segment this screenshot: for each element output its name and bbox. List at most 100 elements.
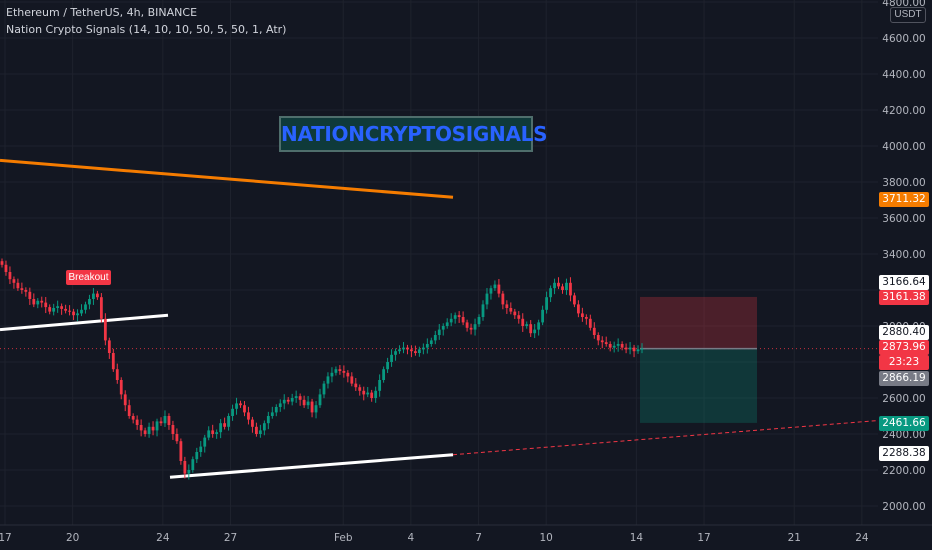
price-tick-label: 4800.00 [882,0,925,9]
currency-tag[interactable]: USDT [890,7,926,23]
time-tick-label: Feb [334,532,353,544]
candle-body [294,396,298,398]
candle-body [580,313,584,317]
watermark-box: NATIONCRYPTOSIGNALS [279,116,547,152]
price-tag[interactable]: 2288.38 [879,446,929,461]
candle-body [258,430,262,434]
candle-body [0,261,4,265]
candlesticks [0,258,644,480]
symbol-legend[interactable]: Ethereum / TetherUS, 4h, BINANCE [6,6,198,19]
price-tick-label: 3600.00 [882,213,925,225]
price-tag[interactable]: 3166.64 [879,275,929,290]
candle-body [608,344,612,348]
grid [0,0,878,525]
candle-body [386,362,389,370]
candle-body [588,318,592,328]
candle-body [425,344,429,348]
candle-body [40,300,44,303]
candle-body [147,426,151,434]
trade-zones [640,296,757,423]
breakout-label: Breakout [66,270,111,285]
candle-body [167,416,171,425]
candle-body [632,347,636,352]
candle-body [231,408,234,416]
candle-body [36,300,40,305]
candle-body [437,329,441,335]
candle-body [211,430,215,434]
candle-body [151,426,155,431]
candle-body [378,380,382,391]
candle-body [64,308,68,311]
time-tick-label: 21 [788,532,801,544]
candle-body [187,470,191,474]
candle-body [596,335,600,341]
candle-body [298,396,302,400]
time-tick-label: 24 [156,532,170,544]
candle-body [207,430,211,438]
candle-body [366,392,370,395]
price-tick-label: 4200.00 [882,105,925,117]
candle-body [410,349,413,352]
trend-lines[interactable] [0,158,879,479]
price-tag[interactable]: 2866.19 [879,371,929,386]
candle-body [251,419,254,427]
candle-body [215,432,219,434]
time-tick-label: 17 [697,532,710,544]
candle-body [302,399,306,406]
candle-body [398,349,401,352]
price-tag[interactable]: 3711.32 [879,192,929,207]
candle-body [171,425,175,434]
candle-body [565,282,568,290]
candle-body [612,345,616,348]
candle-body [402,347,405,350]
candle-body [485,293,489,305]
candle-body [199,446,203,452]
candle-body [477,317,481,325]
price-tick-label: 4400.00 [882,69,925,81]
price-tick-label: 4000.00 [882,141,925,153]
candle-body [60,306,64,309]
price-tag[interactable]: 2880.40 [879,325,929,340]
candle-body [604,342,608,344]
candle-body [573,295,576,305]
candle-body [513,311,517,316]
candle-body [318,394,322,406]
candle-body [203,437,207,447]
price-tag[interactable]: 2461.66 [879,416,929,431]
candle-body [179,441,183,461]
candle-body [334,369,338,373]
price-tag[interactable]: 23:23 [879,355,929,370]
candle-body [282,399,286,404]
candle-body [255,426,258,434]
candle-body [457,315,461,317]
candle-body [115,369,119,380]
time-axis[interactable]: 17 20 24 27 Feb 4 7 10 14 17 21 24 [0,524,932,550]
candle-body [92,293,95,299]
candle-body [414,351,417,353]
candle-body [80,309,83,314]
candle-body [406,347,409,350]
time-tick-label: 10 [540,532,553,544]
candle-body [461,317,465,323]
candle-body [636,349,640,352]
candle-body [445,322,449,326]
candle-body [592,327,596,335]
indicator-legend[interactable]: Nation Crypto Signals (14, 10, 10, 50, 5… [6,23,287,36]
candle-body [576,304,580,314]
candle-body [553,282,556,289]
candle-body [163,416,167,424]
candle-body [131,416,135,420]
candle-body [541,309,545,323]
candle-body [314,405,318,413]
candle-body [96,293,99,298]
candle-body [469,327,473,330]
candle-body [262,423,266,431]
candle-body [533,329,537,334]
candle-body [72,311,75,316]
price-tag[interactable]: 2873.96 [879,340,929,355]
candle-body [111,353,115,370]
price-tag[interactable]: 3161.38 [879,290,929,305]
candle-body [501,293,505,305]
